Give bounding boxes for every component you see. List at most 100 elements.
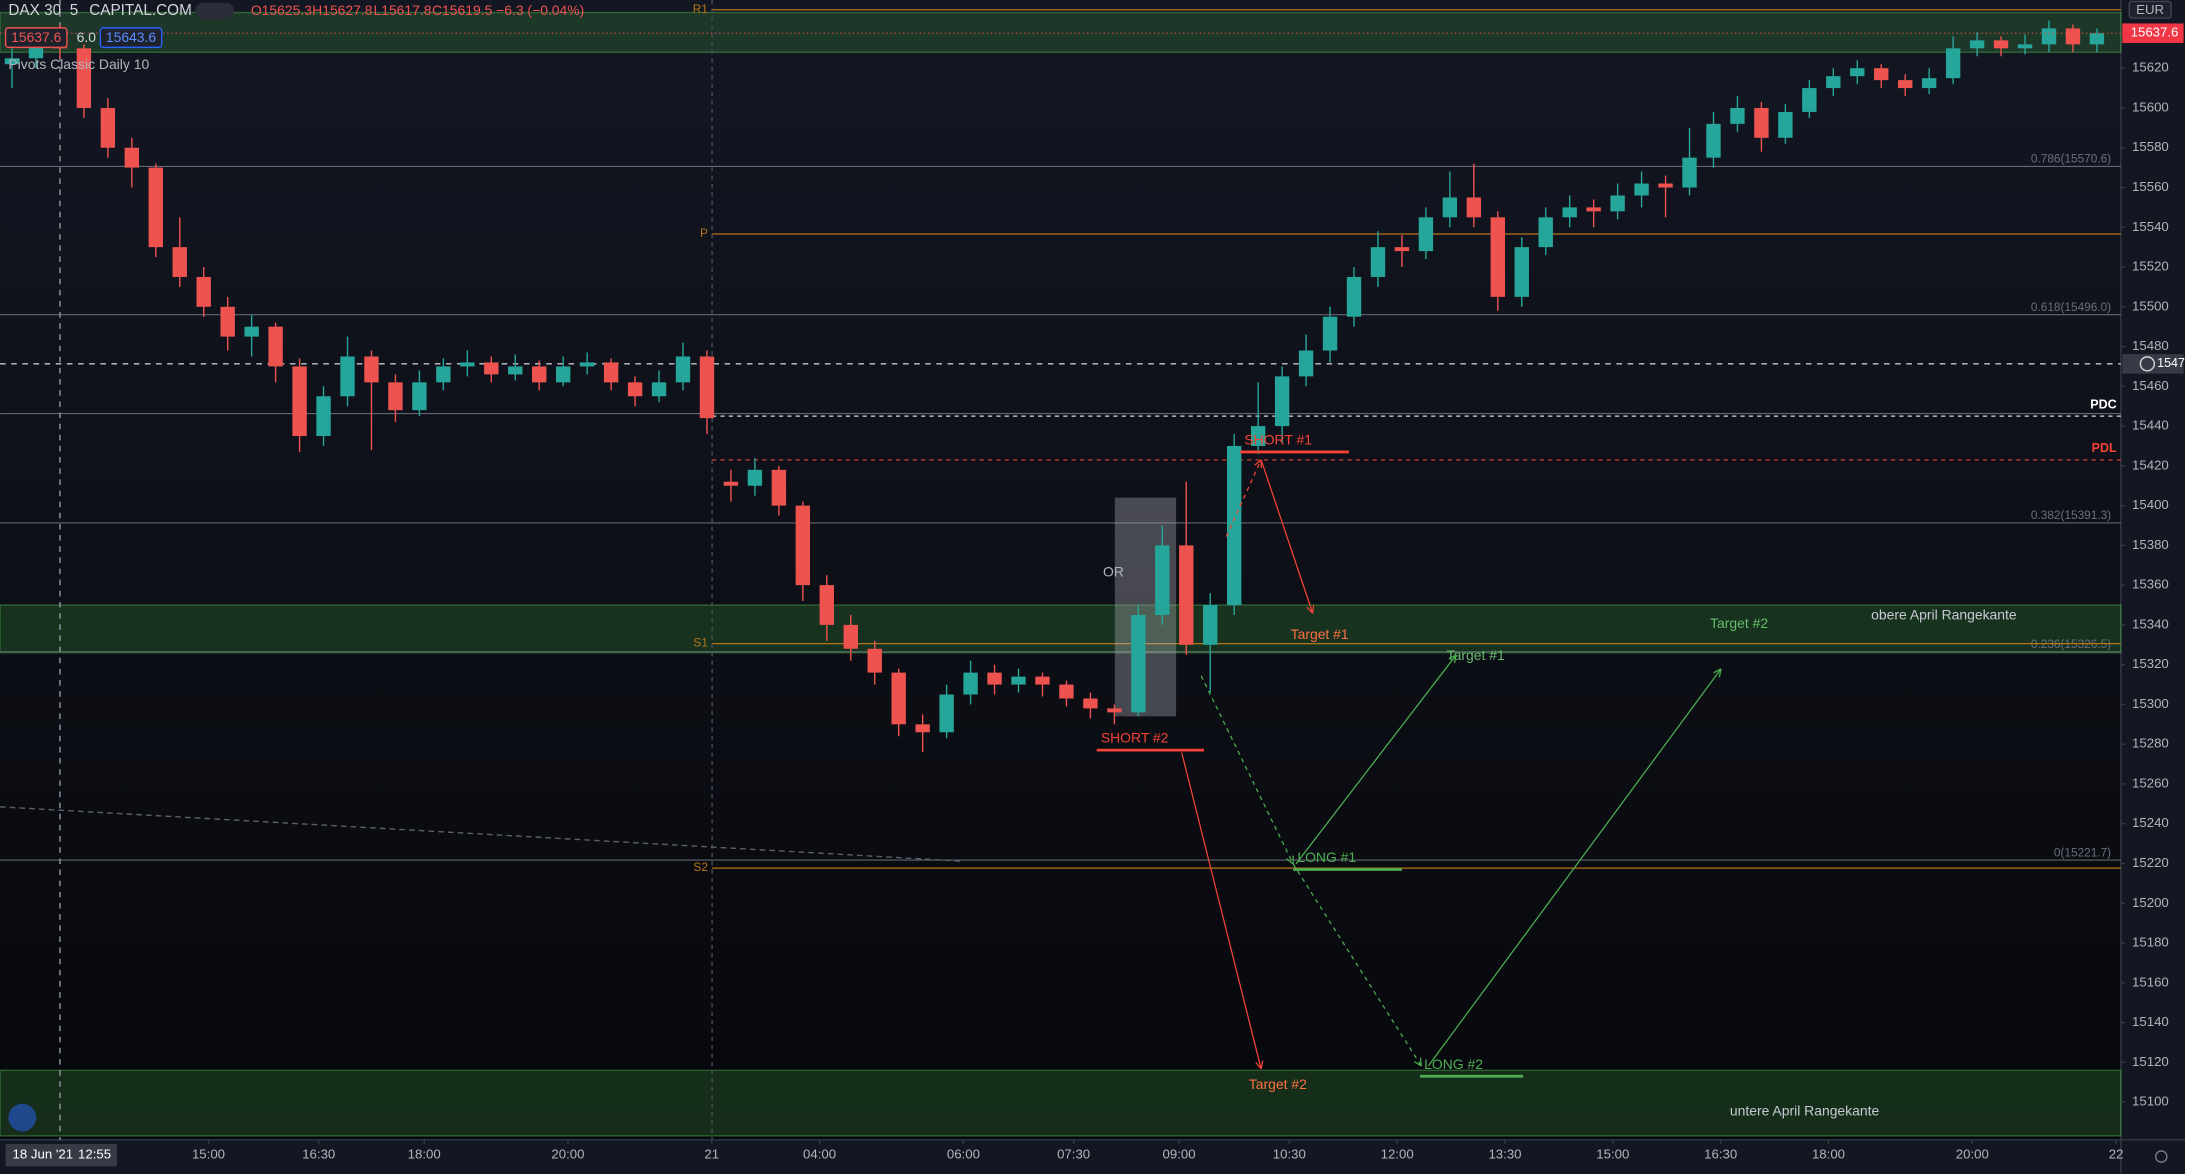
x-tick-label: 04:00 — [803, 1147, 836, 1162]
ohlc-high: H15627.8 — [312, 2, 373, 18]
candle-body — [1969, 40, 1985, 49]
x-tick-label: 20:00 — [1956, 1147, 1989, 1162]
target-label: Target #1 — [1291, 626, 1349, 642]
candle-body — [987, 672, 1002, 685]
candle-body — [292, 366, 307, 437]
arrow — [1295, 654, 1457, 865]
candle-body — [819, 585, 834, 625]
bid-box[interactable] — [4, 27, 68, 49]
candle-body — [1083, 698, 1098, 709]
fib-label: 0.618(15496.0) — [2031, 300, 2111, 314]
candle-body — [532, 366, 547, 383]
arrow — [1225, 459, 1262, 537]
candle-body — [1394, 247, 1410, 252]
pivot-label: P — [700, 226, 708, 240]
arrow — [1427, 668, 1722, 1067]
candle-body — [220, 306, 235, 337]
target-label: Target #2 — [1249, 1076, 1307, 1092]
arrow — [1292, 863, 1422, 1067]
candle-body — [1227, 445, 1242, 606]
y-tick-label: 15440 — [2132, 418, 2169, 433]
arrow-head — [1453, 654, 1457, 664]
y-tick-label: 15600 — [2132, 99, 2169, 114]
candle-body — [244, 326, 259, 337]
candle-body — [1035, 676, 1050, 685]
currency-box[interactable] — [2128, 0, 2172, 19]
settings-icon — [2155, 1150, 2168, 1163]
y-tick-label: 15260 — [2132, 775, 2169, 790]
pivot-label: S2 — [693, 860, 707, 874]
trendline — [0, 806, 962, 862]
candle-body — [436, 366, 451, 383]
candle-body — [1754, 107, 1769, 138]
y-tick-label: 15480 — [2132, 338, 2169, 353]
arrow-head — [1254, 459, 1262, 466]
candle-body — [1322, 316, 1338, 351]
y-tick-label: 15520 — [2132, 259, 2169, 274]
candle-body — [603, 362, 619, 383]
y-tick-label: 15280 — [2132, 736, 2169, 751]
candle-body — [1562, 207, 1577, 218]
candle-body — [388, 382, 403, 411]
trade-label: LONG #1 — [1297, 849, 1356, 865]
y-tick-label: 15540 — [2132, 219, 2169, 234]
candle-body — [1826, 76, 1841, 89]
x-tick-label: 10:30 — [1273, 1147, 1306, 1162]
plot-background — [0, 0, 2121, 1140]
candle-body — [1059, 684, 1074, 699]
target-label: Target #2 — [1710, 615, 1768, 631]
candle-body — [460, 362, 475, 367]
candle-body — [915, 724, 930, 733]
candle-body — [699, 356, 715, 419]
fib-label: 0.382(15391.3) — [2031, 508, 2111, 522]
candle-body — [1658, 183, 1673, 188]
candle-body — [1850, 68, 1865, 77]
candle-body — [1155, 545, 1170, 615]
opening-range-label: OR — [1103, 563, 1124, 579]
candle-body — [1250, 426, 1266, 446]
legend-header: DAX 30 5 CAPITAL.COM O15625.3 H15627.8 L… — [4, 2, 584, 72]
arrow-head — [1255, 1061, 1262, 1070]
x-tick-label: 06:00 — [947, 1147, 980, 1162]
toggle[interactable] — [195, 2, 235, 20]
x-tick-label: 21 — [704, 1147, 719, 1162]
y-tick-label: 15200 — [2132, 895, 2169, 910]
x-tick-label: 15:00 — [192, 1147, 225, 1162]
candle-body — [771, 469, 787, 506]
arrow-head — [1419, 1057, 1422, 1067]
candle-body — [1945, 48, 1961, 79]
crosshair-date: 18 Jun '21 — [13, 1147, 74, 1162]
candle-body — [268, 326, 283, 367]
y-tick-label: 15420 — [2132, 457, 2169, 472]
arrow-head — [1286, 858, 1294, 865]
y-tick-label: 15180 — [2132, 935, 2169, 950]
time-axis-background — [0, 1139, 2185, 1174]
candle-body — [723, 481, 739, 486]
x-tick-label: 22 — [2109, 1147, 2124, 1162]
spread: 6.0 — [77, 29, 97, 45]
candle-body — [76, 48, 92, 108]
candle-body — [1778, 111, 1793, 138]
zone — [0, 11, 2122, 53]
candle-body — [1203, 605, 1218, 645]
zone-label: untere April Rangekante — [1730, 1103, 1880, 1119]
y-tick-label: 15380 — [2132, 537, 2169, 552]
y-tick-label: 15240 — [2132, 815, 2169, 830]
symbol: DAX 30 — [8, 2, 61, 19]
candle-body — [4, 58, 20, 65]
candle-body — [747, 469, 763, 486]
indicator-name: Pivots Classic Daily 10 — [8, 56, 149, 72]
ask-box[interactable] — [99, 27, 163, 49]
crosshair-price-box — [2122, 354, 2184, 374]
arrow-head — [1448, 654, 1457, 660]
arrow-head — [1718, 668, 1722, 678]
crosshair-time-box — [5, 1144, 118, 1167]
logo[interactable] — [8, 1103, 37, 1132]
candle-body — [1921, 78, 1937, 89]
zone — [0, 604, 2122, 654]
x-tick-label: 18:00 — [408, 1147, 441, 1162]
pivot-label: R1 — [693, 2, 708, 16]
candle-body — [2065, 28, 2081, 45]
